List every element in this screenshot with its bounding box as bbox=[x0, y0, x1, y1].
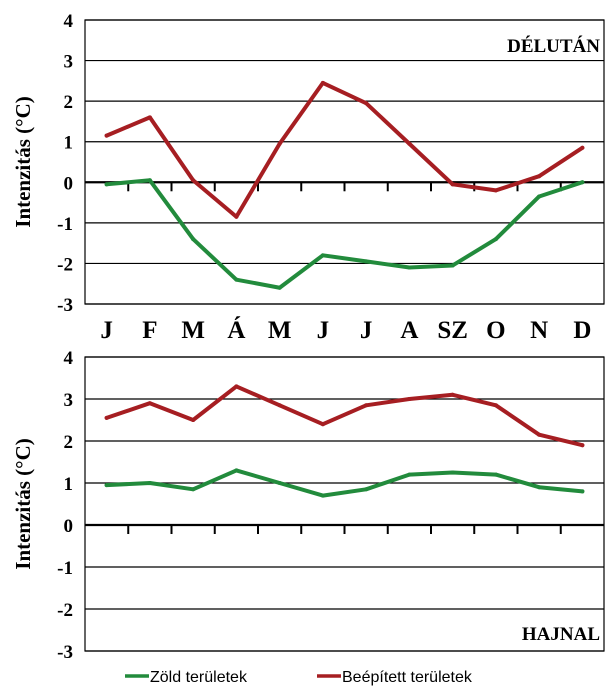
month-label: Á bbox=[227, 316, 245, 344]
y-tick-label: -2 bbox=[57, 600, 73, 621]
month-label: A bbox=[400, 317, 418, 344]
panel-title: DÉLUTÁN bbox=[507, 35, 600, 57]
y-tick-label: 3 bbox=[64, 390, 74, 411]
data-point bbox=[407, 141, 412, 146]
data-point bbox=[277, 141, 282, 146]
y-tick-label: -2 bbox=[57, 254, 73, 275]
y-tick-label: 1 bbox=[64, 133, 74, 154]
data-point bbox=[104, 483, 109, 488]
data-point bbox=[364, 403, 369, 408]
series-line bbox=[104, 468, 585, 498]
y-tick-label: 0 bbox=[64, 516, 74, 537]
data-point bbox=[191, 487, 196, 492]
data-point bbox=[147, 115, 152, 120]
month-label: J bbox=[360, 317, 373, 344]
plot-frame bbox=[84, 356, 605, 652]
y-tick-label: 1 bbox=[64, 474, 74, 495]
month-label: J bbox=[100, 317, 113, 344]
afternoon-panel: 4 3 2 1 0 -1 -2 -3 Intenzitás (°C) DÉLUTÁN bbox=[11, 11, 605, 316]
data-point bbox=[407, 397, 412, 401]
data-point bbox=[580, 489, 585, 494]
data-point bbox=[450, 182, 455, 187]
data-point bbox=[234, 384, 239, 389]
series-line bbox=[104, 178, 585, 290]
panel-title: HAJNAL bbox=[522, 624, 600, 645]
data-point bbox=[277, 481, 282, 485]
data-point bbox=[191, 178, 196, 183]
data-point bbox=[234, 468, 239, 473]
legend-label: Zöld területek bbox=[150, 669, 248, 686]
data-point bbox=[364, 259, 369, 264]
month-label: J bbox=[317, 317, 330, 344]
data-point bbox=[320, 493, 325, 498]
data-point bbox=[580, 145, 585, 150]
data-point bbox=[537, 432, 542, 437]
y-tick-label: 2 bbox=[64, 92, 74, 113]
month-label: D bbox=[573, 317, 591, 344]
legend-label: Beépített területek bbox=[342, 669, 473, 686]
data-point bbox=[234, 277, 239, 282]
y-tick-label: 4 bbox=[64, 348, 74, 369]
plot-frame bbox=[84, 19, 605, 305]
data-point bbox=[580, 443, 585, 448]
y-axis-label: Intenzitás (°C) bbox=[11, 96, 35, 227]
data-point bbox=[191, 237, 196, 242]
data-point bbox=[537, 194, 542, 199]
y-tick-label: -3 bbox=[57, 642, 73, 663]
month-axis-labels: J F M Á M J J A SZ O N D bbox=[100, 316, 591, 344]
month-label: N bbox=[530, 317, 548, 344]
month-label: SZ bbox=[437, 317, 468, 344]
data-point bbox=[191, 418, 196, 422]
data-point bbox=[104, 182, 109, 187]
data-point bbox=[277, 403, 282, 408]
series-line bbox=[104, 80, 585, 219]
data-point bbox=[364, 487, 369, 492]
data-point bbox=[493, 472, 498, 477]
series-line bbox=[104, 384, 585, 448]
month-label: O bbox=[486, 317, 505, 344]
legend: Zöld területek Beépített területek bbox=[125, 669, 473, 686]
data-point bbox=[450, 263, 455, 268]
data-point bbox=[450, 392, 455, 397]
dawn-panel: 4 3 2 1 0 -1 -2 -3 Intenzitás (°C) HAJNAL bbox=[11, 348, 605, 663]
data-point bbox=[407, 265, 412, 270]
data-point bbox=[147, 481, 152, 485]
y-tick-label: -3 bbox=[57, 295, 73, 316]
data-point bbox=[320, 80, 325, 85]
y-tick-label: -1 bbox=[57, 558, 73, 579]
data-point bbox=[493, 188, 498, 193]
y-tick-label: 3 bbox=[64, 52, 74, 73]
data-point bbox=[537, 485, 542, 490]
data-point bbox=[493, 403, 498, 408]
y-tick-label: 4 bbox=[64, 11, 74, 32]
data-point bbox=[580, 180, 585, 185]
y-tick-label: -1 bbox=[57, 214, 73, 235]
month-label: F bbox=[142, 317, 157, 344]
data-point bbox=[104, 415, 109, 420]
data-point bbox=[147, 401, 152, 406]
data-point bbox=[320, 422, 325, 427]
month-label: M bbox=[181, 317, 205, 344]
month-label: M bbox=[268, 317, 292, 344]
y-tick-label: 2 bbox=[64, 432, 74, 453]
data-point bbox=[104, 133, 109, 138]
data-point bbox=[407, 472, 412, 477]
data-point bbox=[320, 253, 325, 258]
y-tick-label: 0 bbox=[64, 173, 74, 194]
data-point bbox=[537, 174, 542, 179]
data-point bbox=[277, 285, 282, 290]
data-point bbox=[147, 178, 152, 183]
data-point bbox=[493, 237, 498, 242]
data-point bbox=[450, 470, 455, 475]
y-axis-label: Intenzitás (°C) bbox=[11, 438, 35, 569]
data-point bbox=[234, 214, 239, 219]
data-point bbox=[364, 101, 369, 106]
